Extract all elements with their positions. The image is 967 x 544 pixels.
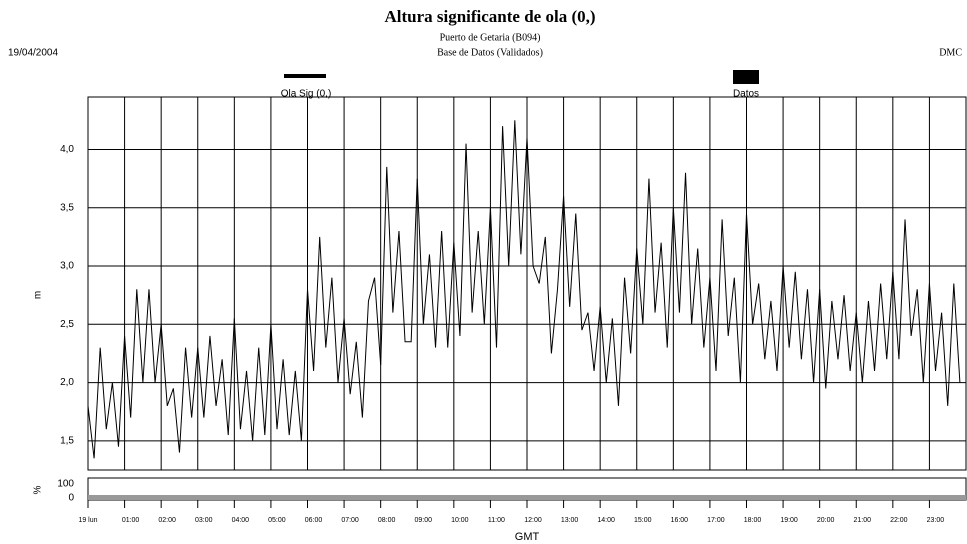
x-tick-label: 16:00 — [671, 517, 689, 524]
chart-title: Altura significante de ola (0,) — [384, 7, 595, 26]
x-tick-label: 06:00 — [305, 517, 323, 524]
y-tick-label: 3,5 — [60, 202, 74, 213]
data-line — [87, 120, 961, 459]
x-tick-label: 07:00 — [341, 517, 359, 524]
chart-subtitle: Base de Datos (Validados) — [437, 47, 543, 58]
x-tick-label: 11:00 — [488, 517, 505, 524]
x-tick-label: 10:00 — [451, 517, 469, 524]
x-tick-label: 02:00 — [158, 517, 176, 524]
x-tick-label: 03:00 — [195, 517, 213, 524]
x-tick-label: 18:00 — [744, 517, 762, 524]
legend-swatch — [733, 70, 759, 84]
x-tick-label: 15:00 — [634, 517, 652, 524]
chart-subtitle: Puerto de Getaria (B094) — [440, 32, 541, 43]
x-tick-label: 05:00 — [268, 517, 286, 524]
x-tick-label: 08:00 — [378, 517, 396, 524]
y-tick-label: 2,0 — [60, 377, 74, 388]
date: 19/04/2004 — [8, 48, 58, 59]
x-tick-label: 12:00 — [524, 517, 542, 524]
x-tick-label: 01:00 — [122, 517, 140, 524]
panel-band — [88, 495, 966, 500]
y-tick-label: 2,5 — [60, 319, 74, 330]
legend-label: Datos — [733, 89, 759, 100]
x-tick-label: 19:00 — [780, 517, 798, 524]
x-tick-label: 19 lun — [78, 517, 97, 524]
x-tick-label: 21:00 — [853, 517, 871, 524]
x-tick-label: 23:00 — [927, 517, 945, 524]
y-tick-label: 0 — [68, 493, 74, 504]
x-tick-label: 17:00 — [707, 517, 725, 524]
x-tick-label: 13:00 — [561, 517, 579, 524]
y-tick-label: 4,0 — [60, 144, 74, 155]
x-tick-label: 09:00 — [414, 517, 432, 524]
x-tick-label: 04:00 — [232, 517, 250, 524]
x-tick-label: 14:00 — [597, 517, 615, 524]
legend-label: Ola Sig (0,) — [281, 89, 332, 100]
x-axis-label: GMT — [515, 531, 540, 543]
y-tick-label: 1,5 — [60, 436, 74, 447]
x-tick-label: 20:00 — [817, 517, 835, 524]
y-tick-label: 100 — [57, 479, 74, 490]
y-axis-label: m — [33, 291, 44, 299]
x-tick-label: 22:00 — [890, 517, 908, 524]
y-axis-label: % — [33, 485, 44, 494]
y-tick-label: 3,0 — [60, 261, 74, 272]
organization: DMC — [939, 47, 962, 58]
